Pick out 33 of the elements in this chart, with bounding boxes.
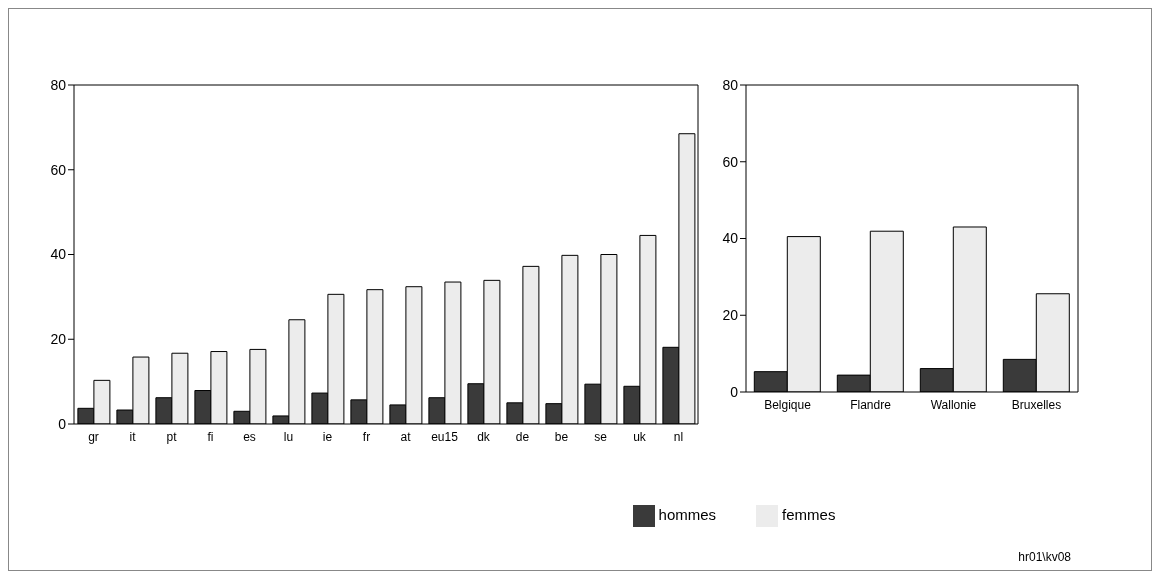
x-tick-label: Wallonie [930, 397, 977, 412]
y-tick-label: 20 [50, 331, 67, 348]
y-tick-label: 60 [50, 161, 67, 178]
x-tick-label: de [515, 429, 530, 444]
legend-label: hommes [658, 505, 717, 523]
y-tick-label: 0 [58, 415, 67, 432]
x-tick-label: ie [322, 429, 333, 444]
x-tick-label: nl [673, 429, 684, 444]
y-tick-label: 80 [722, 76, 739, 93]
x-tick-label: es [243, 429, 256, 444]
text: hr01\kv08 [1018, 550, 1071, 564]
y-tick-label: 80 [50, 76, 67, 93]
x-tick-label: lu [283, 429, 294, 444]
y-tick-label: 20 [722, 307, 739, 324]
x-tick-label: it [129, 429, 137, 444]
x-tick-label: Flandre [850, 397, 892, 412]
x-tick-label: Bruxelles [1011, 397, 1062, 412]
x-tick-label: Belgique [764, 397, 812, 412]
x-tick-label: fr [362, 429, 371, 444]
y-tick-label: 0 [730, 383, 739, 400]
y-tick-label: 40 [50, 246, 67, 263]
x-tick-label: dk [477, 429, 491, 444]
x-tick-label: pt [166, 429, 178, 444]
x-tick-label: eu15 [431, 429, 459, 444]
x-tick-label: at [400, 429, 412, 444]
y-tick-label: 40 [722, 230, 739, 247]
x-tick-label: gr [88, 429, 99, 444]
legend-label: femmes [782, 505, 836, 523]
x-tick-label: se [594, 429, 608, 444]
x-tick-label: uk [633, 429, 647, 444]
x-tick-label: be [554, 429, 569, 444]
y-tick-label: 60 [722, 153, 739, 170]
x-tick-label: fi [207, 429, 214, 444]
